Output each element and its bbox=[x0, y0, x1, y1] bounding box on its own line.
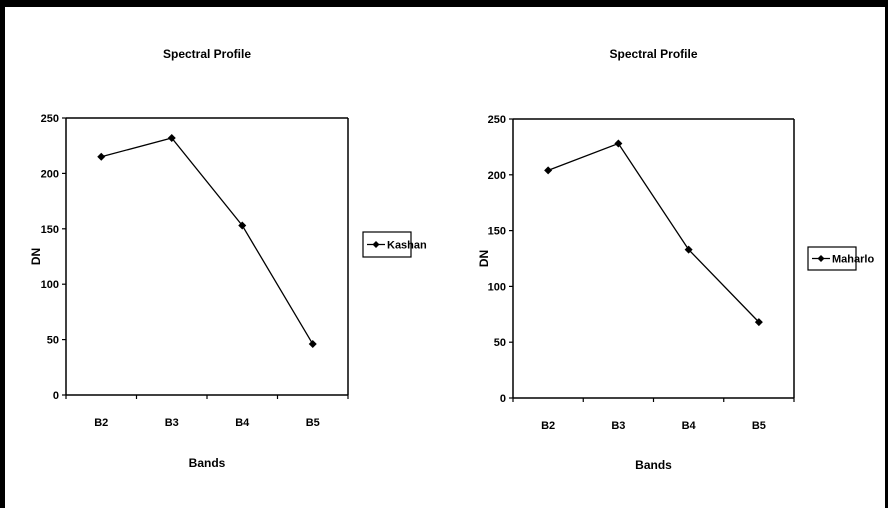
series-line bbox=[101, 137, 314, 345]
y-tick-label: 0 bbox=[53, 390, 59, 402]
y-tick-label: 50 bbox=[494, 337, 506, 349]
x-tick-label: B5 bbox=[752, 420, 766, 432]
data-point bbox=[614, 139, 623, 148]
legend-marker bbox=[372, 241, 380, 248]
data-point bbox=[684, 245, 693, 254]
y-axis-title: DN bbox=[477, 250, 491, 267]
data-point bbox=[238, 221, 247, 230]
chart-title: Spectral Profile bbox=[609, 47, 697, 61]
legend-marker bbox=[817, 255, 825, 262]
x-tick-label: B2 bbox=[94, 417, 108, 429]
chart-2: Spectral Profile 0 50 100 150 200 250 B2 B3 B4 B5 B… bbox=[477, 47, 874, 472]
y-tick-label: 250 bbox=[488, 114, 506, 126]
data-point bbox=[97, 152, 106, 161]
y-tick-label: 50 bbox=[47, 335, 59, 347]
y-tick-label: 100 bbox=[41, 279, 59, 291]
y-tick-label: 250 bbox=[41, 113, 59, 125]
x-axis-title: Bands bbox=[189, 456, 226, 470]
data-point bbox=[754, 318, 763, 327]
series-line bbox=[547, 142, 760, 323]
legend-box bbox=[362, 231, 412, 258]
chart-title: Spectral Profile bbox=[163, 47, 251, 61]
legend: Kashan bbox=[362, 231, 427, 258]
x-tick-label: B2 bbox=[541, 420, 555, 432]
chart-1: Spectral Profile 0 50 100 150 200 250 B2 B3 B4 B5 B… bbox=[29, 47, 427, 470]
x-axis-title: Bands bbox=[635, 458, 672, 472]
y-tick-label: 100 bbox=[488, 281, 506, 293]
legend: Maharlo bbox=[807, 246, 874, 271]
data-point bbox=[167, 133, 176, 142]
data-point bbox=[308, 340, 317, 349]
legend-box bbox=[807, 246, 857, 271]
x-tick-label: B5 bbox=[306, 417, 320, 429]
y-tick-label: 0 bbox=[500, 393, 506, 405]
y-tick-label: 200 bbox=[488, 170, 506, 182]
x-tick-label: B3 bbox=[611, 420, 625, 432]
y-tick-label: 150 bbox=[488, 226, 506, 238]
data-point bbox=[544, 166, 553, 175]
x-tick-label: B3 bbox=[165, 417, 179, 429]
legend-label: Maharlo bbox=[832, 254, 874, 266]
y-axis-title: DN bbox=[29, 248, 43, 265]
y-tick-label: 150 bbox=[41, 224, 59, 236]
x-tick-label: B4 bbox=[235, 417, 250, 429]
y-tick-label: 200 bbox=[41, 168, 59, 180]
x-tick-label: B4 bbox=[682, 420, 697, 432]
legend-label: Kashan bbox=[387, 240, 427, 252]
